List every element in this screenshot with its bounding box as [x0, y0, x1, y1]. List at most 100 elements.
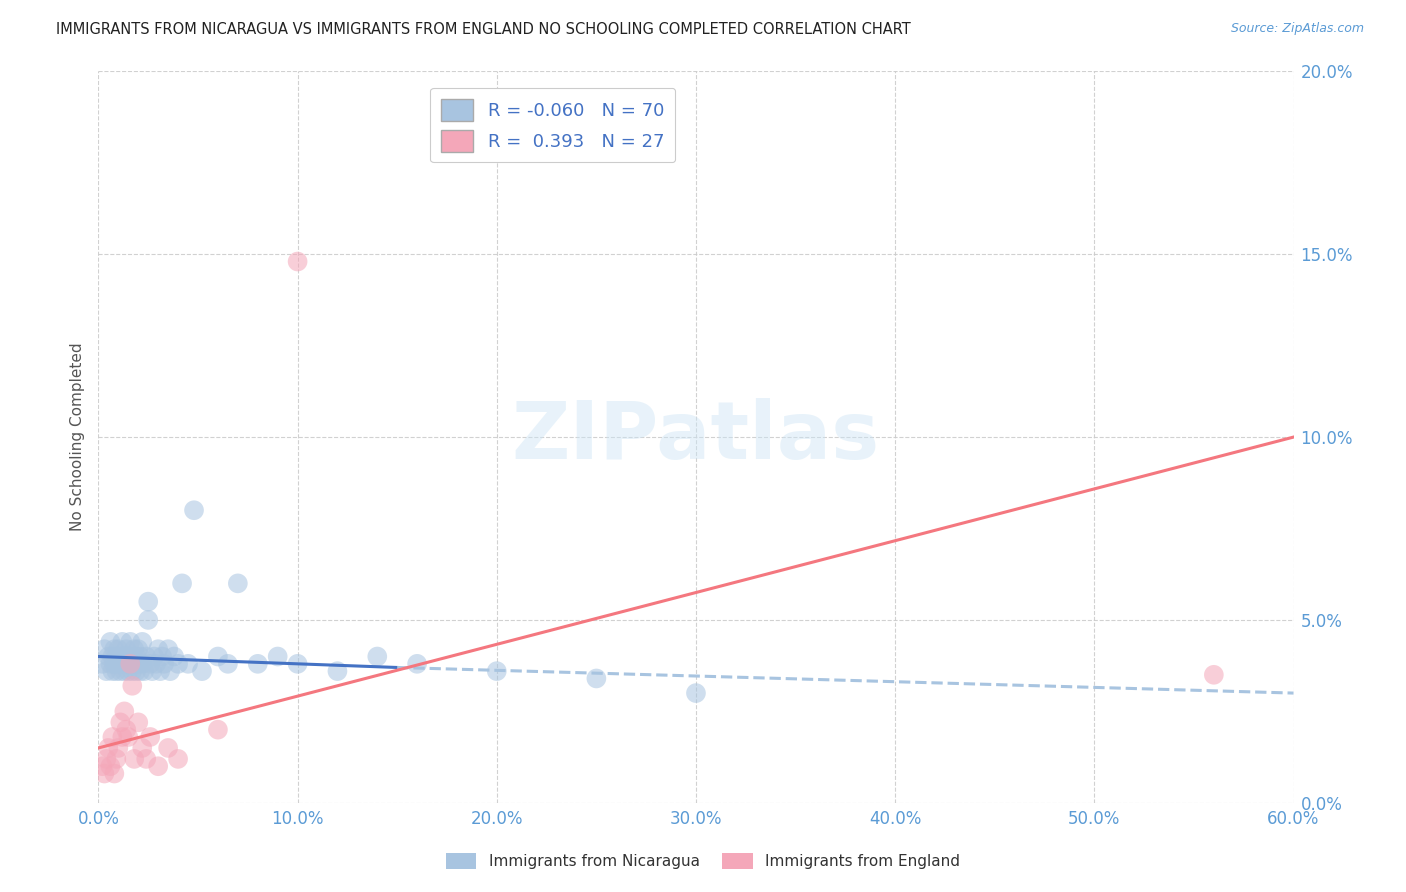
Point [117, 649, 139, 664]
Point [191, 664, 214, 678]
Point [124, 657, 146, 671]
Text: Source: ZipAtlas.com: Source: ZipAtlas.com [1230, 22, 1364, 36]
Point [136, 594, 159, 608]
Point [136, 613, 159, 627]
Point [287, 254, 309, 268]
Point [107, 642, 129, 657]
Point [105, 649, 128, 664]
Point [105, 752, 128, 766]
Point [485, 664, 508, 678]
Point [217, 657, 239, 671]
Point [246, 657, 269, 671]
Point [150, 649, 173, 664]
Point [98, 759, 122, 773]
Point [117, 664, 139, 678]
Point [172, 576, 194, 591]
Point [163, 649, 186, 664]
Y-axis label: No Schooling Completed: No Schooling Completed [69, 343, 84, 532]
Point [98, 635, 122, 649]
Point [103, 657, 125, 671]
Point [107, 657, 129, 671]
Point [120, 635, 142, 649]
Legend: Immigrants from Nicaragua, Immigrants from England: Immigrants from Nicaragua, Immigrants fr… [440, 847, 966, 875]
Point [145, 657, 167, 671]
Point [101, 730, 124, 744]
Point [115, 657, 138, 671]
Point [157, 642, 180, 657]
Point [91, 759, 114, 773]
Point [127, 715, 149, 730]
Point [139, 657, 162, 671]
Point [183, 503, 205, 517]
Point [129, 649, 152, 664]
Point [112, 664, 135, 678]
Point [139, 730, 162, 744]
Point [91, 657, 114, 671]
Point [131, 635, 153, 649]
Point [148, 759, 170, 773]
Point [98, 657, 122, 671]
Point [157, 740, 180, 755]
Point [121, 649, 143, 664]
Point [124, 752, 146, 766]
Point [135, 649, 157, 664]
Point [93, 766, 115, 780]
Point [326, 664, 349, 678]
Point [110, 664, 132, 678]
Point [96, 664, 118, 678]
Point [131, 740, 153, 755]
Point [110, 715, 132, 730]
Point [124, 642, 146, 657]
Point [105, 664, 128, 678]
Point [1202, 667, 1225, 681]
Point [125, 649, 148, 664]
Point [287, 657, 309, 671]
Point [127, 657, 149, 671]
Point [111, 730, 134, 744]
Point [406, 657, 429, 671]
Point [121, 664, 143, 678]
Point [148, 642, 170, 657]
Point [141, 664, 163, 678]
Point [131, 657, 153, 671]
Point [101, 649, 124, 664]
Point [127, 642, 149, 657]
Point [129, 664, 152, 678]
Point [117, 730, 139, 744]
Point [112, 705, 135, 719]
Point [134, 664, 156, 678]
Point [101, 664, 124, 678]
Point [207, 649, 229, 664]
Point [366, 649, 388, 664]
Point [153, 657, 176, 671]
Point [177, 657, 200, 671]
Point [112, 649, 135, 664]
Point [111, 657, 134, 671]
Point [207, 723, 229, 737]
Point [135, 752, 157, 766]
Point [143, 649, 166, 664]
Point [120, 657, 142, 671]
Point [226, 576, 249, 591]
Point [149, 664, 172, 678]
Point [167, 752, 190, 766]
Point [103, 642, 125, 657]
Point [125, 664, 148, 678]
Point [267, 649, 290, 664]
Point [103, 766, 125, 780]
Text: ZIPatlas: ZIPatlas [512, 398, 880, 476]
Point [97, 740, 120, 755]
Text: IMMIGRANTS FROM NICARAGUA VS IMMIGRANTS FROM ENGLAND NO SCHOOLING COMPLETED CORR: IMMIGRANTS FROM NICARAGUA VS IMMIGRANTS … [56, 22, 911, 37]
Point [97, 649, 120, 664]
Point [167, 657, 190, 671]
Point [110, 649, 132, 664]
Point [111, 635, 134, 649]
Point [685, 686, 707, 700]
Point [120, 657, 142, 671]
Point [107, 740, 129, 755]
Point [115, 723, 138, 737]
Legend: R = -0.060   N = 70, R =  0.393   N = 27: R = -0.060 N = 70, R = 0.393 N = 27 [430, 87, 675, 162]
Point [96, 752, 118, 766]
Point [93, 642, 115, 657]
Point [121, 679, 143, 693]
